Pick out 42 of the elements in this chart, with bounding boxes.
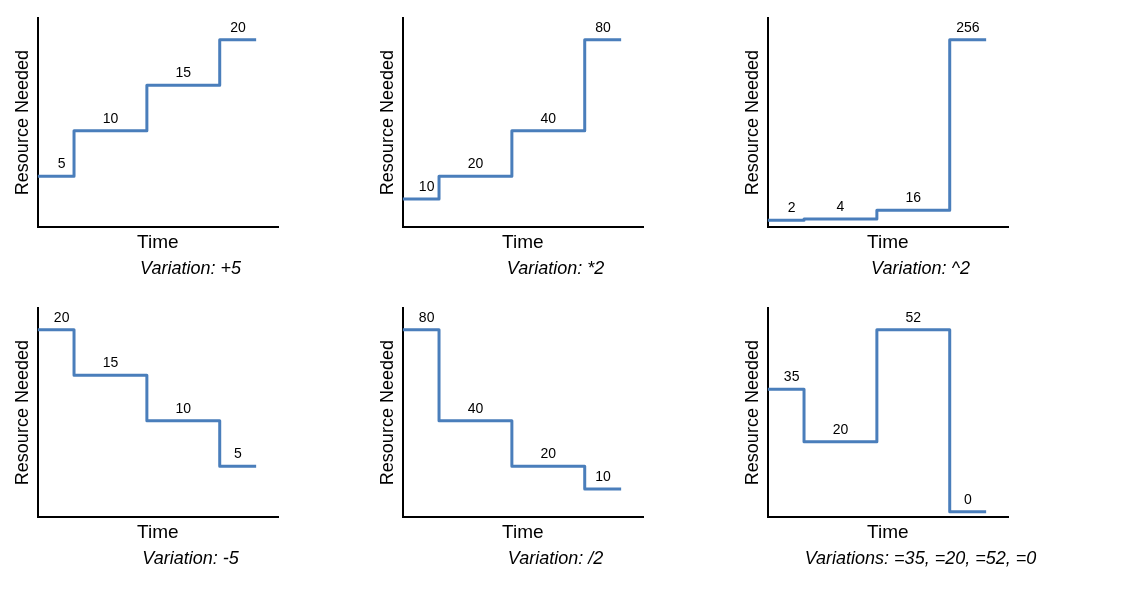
y-axis-title: Resource Needed [376, 50, 397, 196]
text: Variations: =35, =20, =52, =0 [803, 548, 1038, 569]
data-label: 20 [540, 445, 557, 462]
data-label: 2 [787, 199, 796, 216]
text: Variation: -5 [141, 548, 240, 569]
data-label: 35 [783, 368, 800, 385]
text: Variation: /2 [506, 548, 605, 569]
data-label: 10 [102, 109, 119, 126]
x-axis-title: Time [867, 230, 909, 252]
data-label: 52 [905, 308, 922, 325]
data-label: 20 [832, 420, 849, 437]
data-label: 10 [595, 467, 611, 484]
data-label: 40 [540, 109, 557, 126]
text: Variation: +5 [139, 258, 242, 279]
x-axis-title: Time [502, 520, 544, 542]
x-axis-title: Time [867, 520, 909, 542]
data-label: 16 [905, 189, 922, 206]
data-label: 80 [595, 18, 611, 35]
data-label: 20 [230, 18, 246, 35]
data-label: 10 [175, 399, 192, 416]
data-label: 5 [57, 155, 66, 172]
text: Variation: *2 [505, 258, 606, 279]
data-label: 20 [467, 155, 484, 172]
text: Variation: ^2 [870, 258, 971, 279]
y-axis-title: Resource Needed [11, 50, 32, 196]
x-axis-title: Time [137, 230, 179, 252]
data-label: 10 [418, 177, 435, 194]
x-axis-title: Time [137, 520, 179, 542]
data-label: 4 [836, 197, 845, 214]
y-axis-title: Resource Needed [11, 340, 32, 486]
x-axis-title: Time [502, 230, 544, 252]
data-label: 256 [956, 18, 980, 35]
data-label: 80 [418, 308, 435, 325]
y-axis-title: Resource Needed [741, 340, 762, 486]
data-label: 40 [467, 399, 484, 416]
data-label: 15 [102, 354, 119, 371]
data-label: 0 [964, 490, 973, 507]
data-label: 5 [234, 445, 243, 462]
y-axis-title: Resource Needed [376, 340, 397, 486]
data-label: 15 [175, 64, 192, 81]
y-axis-title: Resource Needed [741, 50, 762, 196]
data-label: 20 [53, 308, 70, 325]
